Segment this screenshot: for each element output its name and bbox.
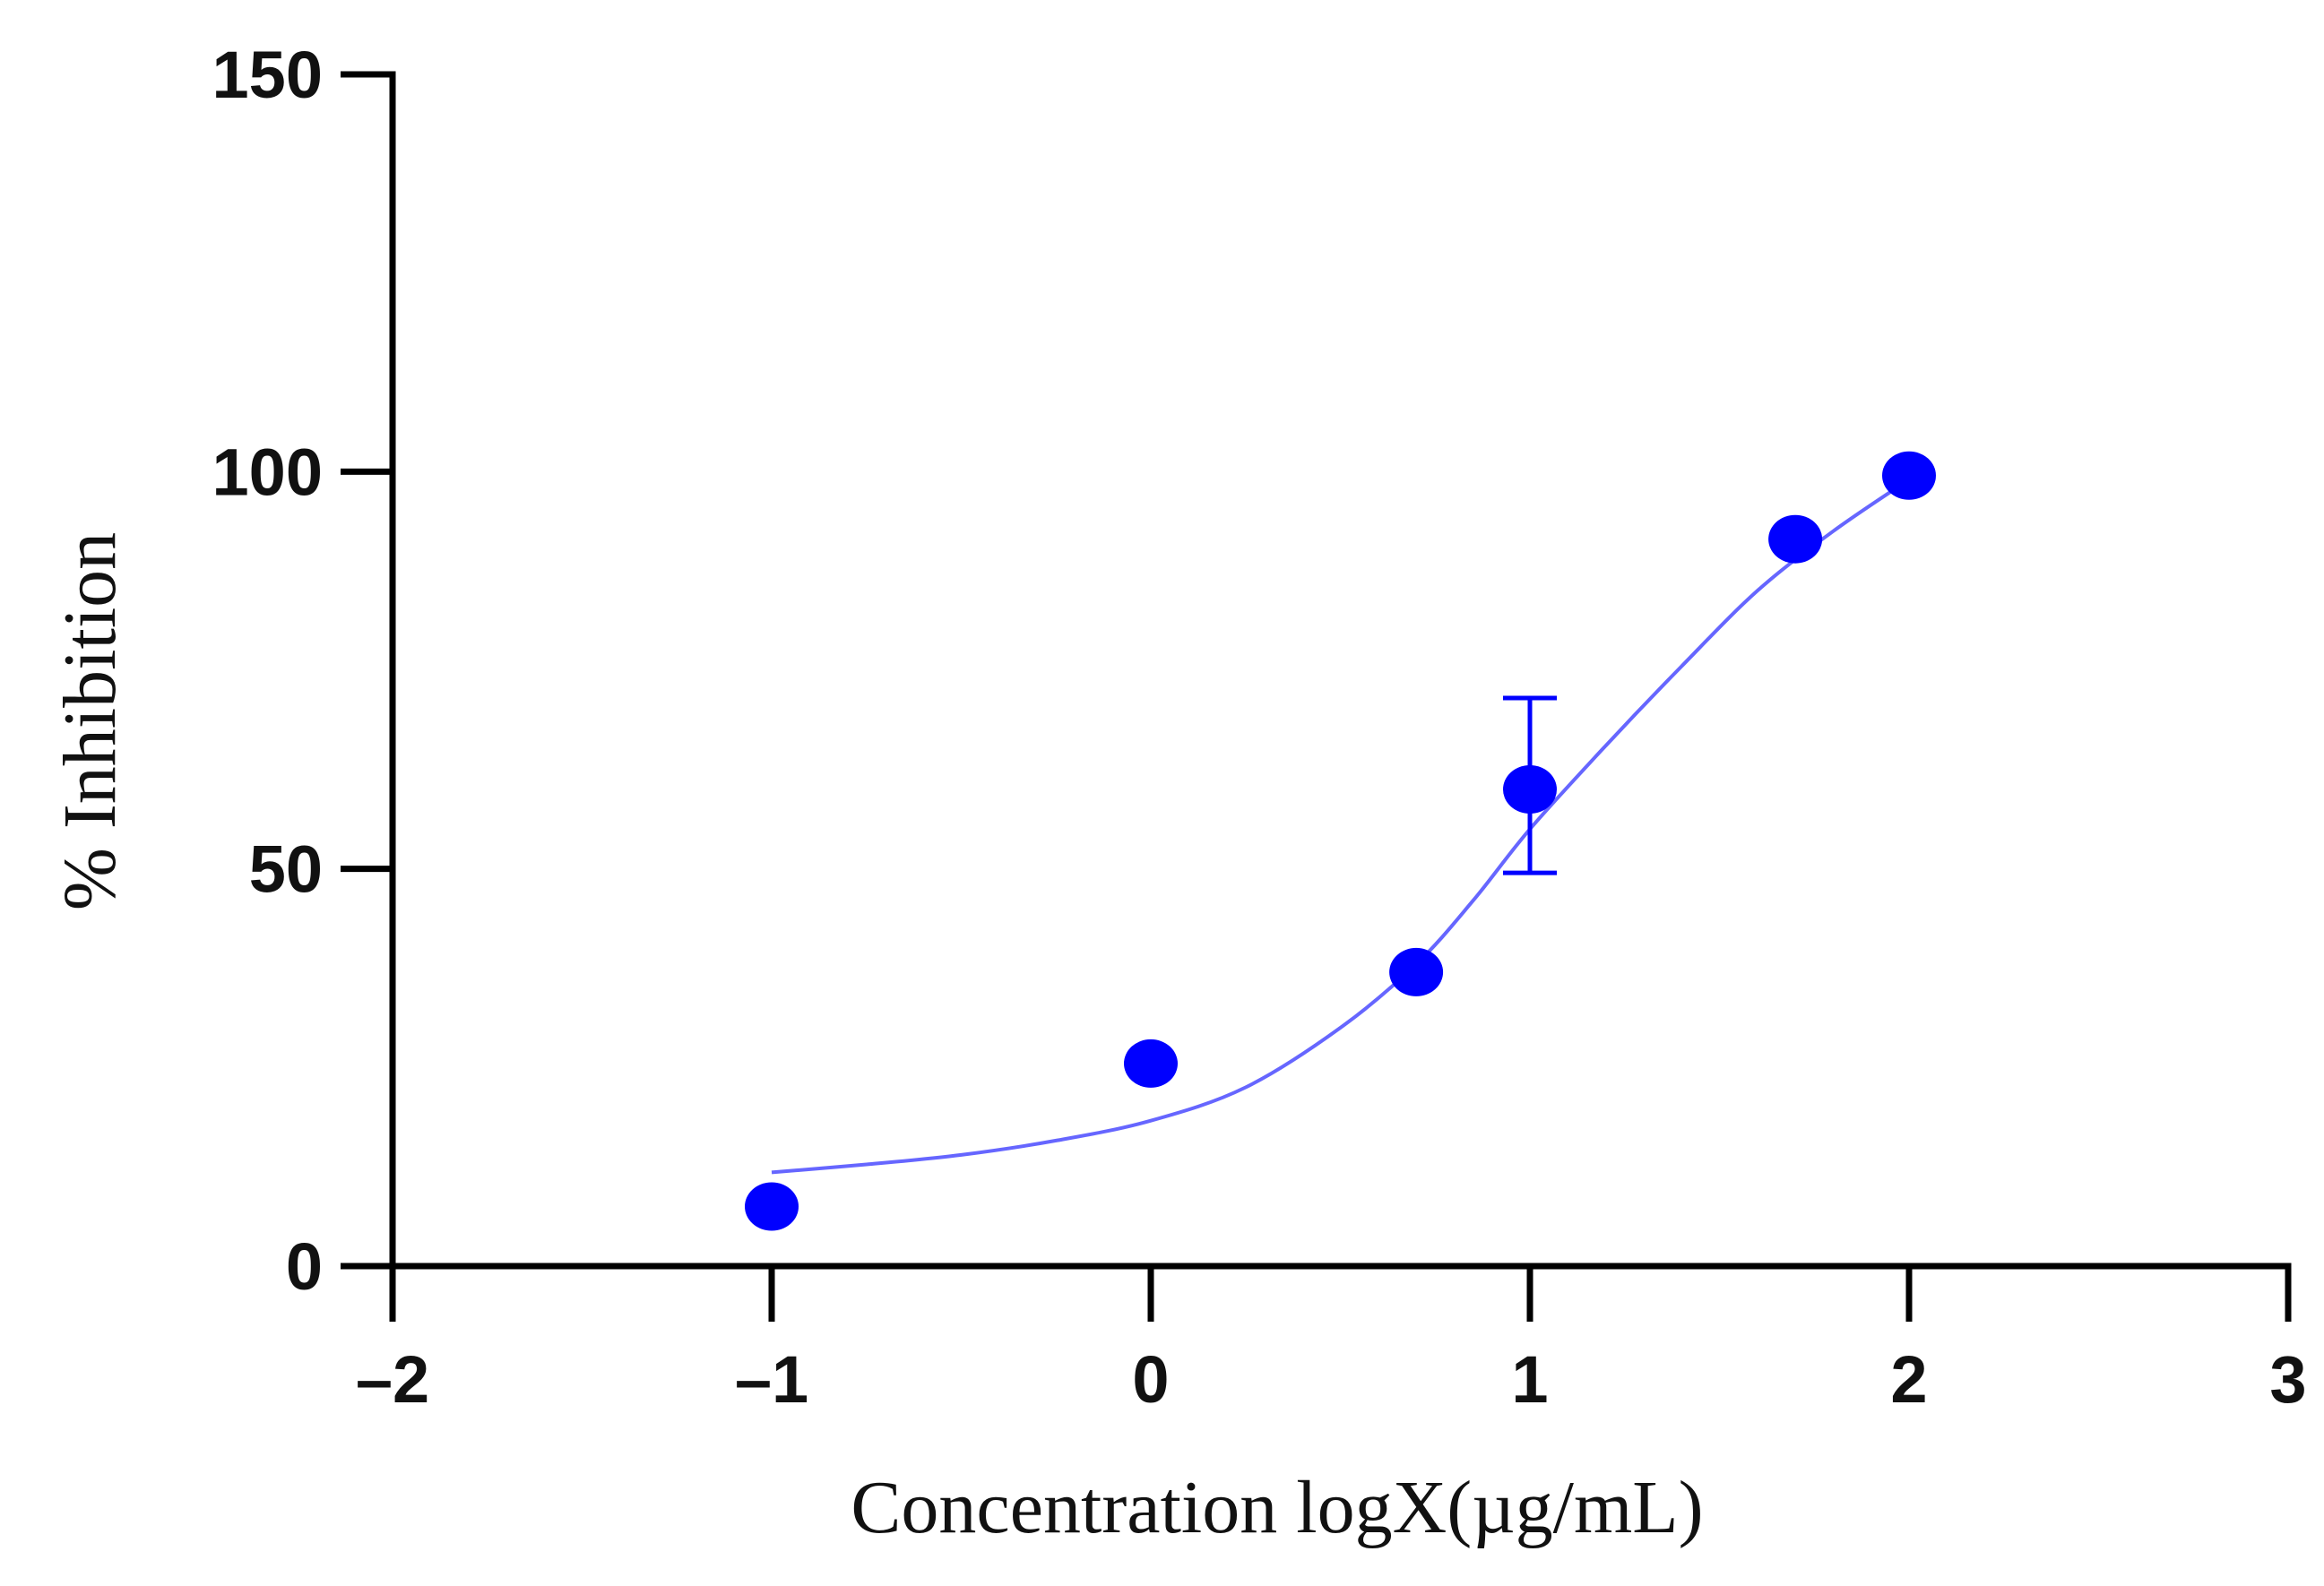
data-point	[1882, 451, 1936, 500]
y-tick-label: 0	[286, 1229, 323, 1304]
data-points-layer	[745, 451, 1936, 1231]
x-axis-title: Concentration logX(µg/mL)	[851, 1466, 1703, 1549]
y-tick-label: 50	[249, 832, 323, 907]
y-axis-title: % Inhibition	[48, 532, 132, 910]
x-tick-label: –1	[735, 1342, 808, 1417]
x-tick-label: 1	[1511, 1342, 1548, 1417]
x-tick-label: 3	[2269, 1342, 2306, 1417]
data-point	[745, 1182, 799, 1231]
tick-layer: –2 –1 0 1 2 3 0 50 100 150	[212, 38, 2307, 1417]
x-tick-label: –2	[356, 1342, 429, 1417]
fit-curve	[771, 478, 1911, 1175]
y-tick-label: 100	[212, 435, 323, 509]
data-point	[1503, 765, 1557, 814]
x-tick-label: 2	[1890, 1342, 1927, 1417]
data-point	[1768, 514, 1823, 564]
fit-curve-layer	[771, 478, 1911, 1175]
x-tick-label: 0	[1132, 1342, 1169, 1417]
data-point	[1124, 1039, 1178, 1088]
axes	[389, 71, 2292, 1270]
y-tick-label: 150	[212, 38, 323, 112]
data-point	[1389, 947, 1444, 996]
